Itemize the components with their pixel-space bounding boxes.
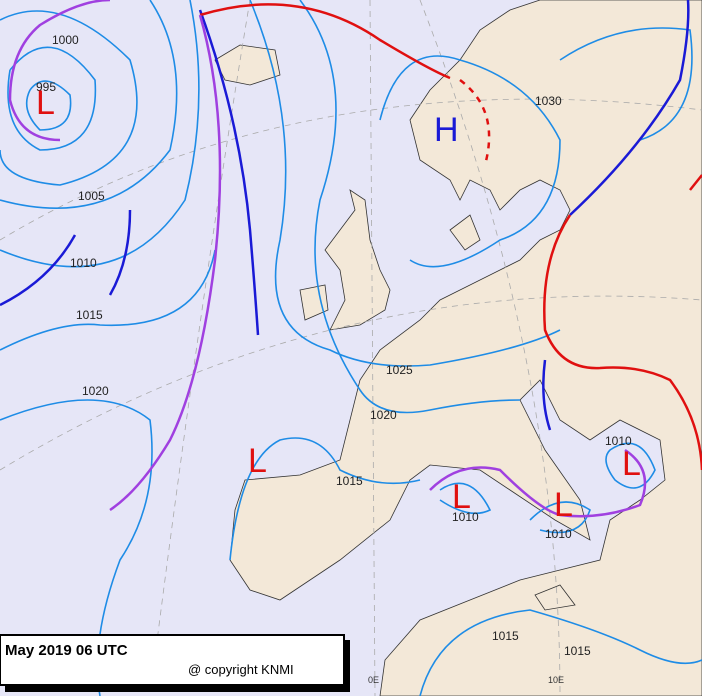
caption-date: May 2019 06 UTC [5, 642, 128, 659]
isobar-label: 995 [36, 80, 56, 94]
high-center: H [434, 111, 459, 149]
fronts [0, 0, 702, 518]
isobar-label: 1010 [452, 510, 479, 524]
low-center: L [622, 445, 641, 483]
isobar-label: 1010 [70, 256, 97, 270]
isobar-label: 1000 [52, 33, 79, 47]
meridian-label: 10E [548, 675, 564, 685]
isobar-label: 1020 [82, 384, 109, 398]
caption-box: May 2019 06 UTC @ copyright KNMI [0, 634, 350, 692]
meridian-label: 0E [368, 675, 379, 685]
isobar-label: 1015 [336, 474, 363, 488]
low-center: L [248, 442, 267, 480]
isobar-label: 1015 [76, 308, 103, 322]
low-center: L [554, 486, 573, 524]
isobar-label: 1010 [605, 434, 632, 448]
isobar-label: 1030 [535, 94, 562, 108]
isobar-label: 1005 [78, 189, 105, 203]
pressure-centers: L H L L L L [36, 84, 641, 524]
isobar-label: 1015 [564, 644, 591, 658]
low-center: L [36, 84, 55, 122]
isobar-label: 1020 [370, 408, 397, 422]
caption-copyright: @ copyright KNMI [188, 662, 294, 677]
isobar-label: 1025 [386, 363, 413, 377]
low-center: L [452, 478, 471, 516]
isobar-label: 1010 [545, 527, 572, 541]
isobar-label: 1015 [492, 629, 519, 643]
pressure-labels: 1000 995 1005 1010 1015 1020 1030 1025 1… [36, 33, 632, 658]
